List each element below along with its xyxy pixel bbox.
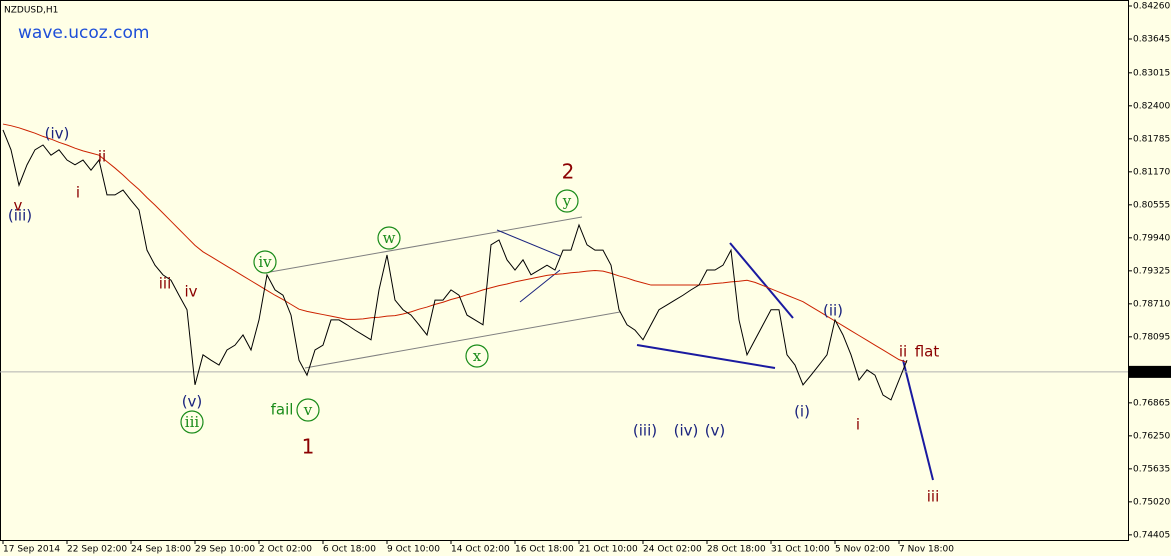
wave-label: (v) xyxy=(182,393,203,411)
wave-circle xyxy=(296,398,320,422)
wave-circle xyxy=(253,250,277,274)
x-tick-label: 24 Sep 18:00 xyxy=(131,545,191,555)
wave-label: 2 xyxy=(562,160,575,184)
wave-label: (ii) xyxy=(823,302,843,320)
wave-label: fail xyxy=(271,401,294,419)
x-tick-label: 16 Oct 18:00 xyxy=(515,545,574,555)
y-tick-label: 0.83015 xyxy=(1133,68,1170,78)
wave-label: ii xyxy=(98,148,106,166)
x-tick-label: 9 Oct 10:00 xyxy=(387,545,440,555)
y-tick-label: 0.84260 xyxy=(1133,2,1170,12)
y-tick-label: 0.80555 xyxy=(1133,200,1170,210)
projection-line xyxy=(902,359,934,481)
x-tick-label: 28 Oct 18:00 xyxy=(707,545,766,555)
current-price-box xyxy=(1129,365,1171,378)
price-line xyxy=(2,129,908,401)
y-tick-label: 0.78710 xyxy=(1133,299,1170,309)
channel xyxy=(269,216,621,369)
wave-circle xyxy=(377,226,401,250)
wave-circle xyxy=(180,410,204,434)
current-price-label: 0.77442 xyxy=(1133,367,1170,377)
y-tick-label: 0.75635 xyxy=(1133,464,1170,474)
symbol: NZDUSD,H1 xyxy=(4,6,58,16)
wave-label: iii xyxy=(159,275,172,293)
wave-label: v xyxy=(303,401,313,419)
wave-label: 1 xyxy=(302,435,315,459)
trend-line xyxy=(636,344,776,369)
wave-label: flat xyxy=(915,343,940,361)
wave-label: w xyxy=(383,229,396,247)
x-tick-label: 14 Oct 02:00 xyxy=(451,545,510,555)
y-tick-label: 0.76865 xyxy=(1133,398,1170,408)
y-tick-label: 0.78095 xyxy=(1133,332,1170,342)
moving-average xyxy=(2,123,908,363)
wave-label: v xyxy=(14,197,23,215)
y-tick-label: 0.79940 xyxy=(1133,233,1170,243)
wave-label: (iii) xyxy=(633,422,657,440)
wave-label: (i) xyxy=(794,403,810,421)
wedge xyxy=(636,242,934,481)
x-tick-label: 21 Oct 10:00 xyxy=(579,545,638,555)
x-tick-label: 2 Oct 02:00 xyxy=(259,545,312,555)
x-tick-label: 5 Nov 02:00 xyxy=(835,545,890,555)
wave-label: ii xyxy=(899,343,907,361)
y-tick-label: 0.74405 xyxy=(1133,530,1170,540)
wave-label: x xyxy=(473,347,482,365)
wave-label: iii xyxy=(927,488,940,506)
channel-upper xyxy=(269,216,583,273)
x-tick-label: 6 Oct 18:00 xyxy=(323,545,376,555)
wave-label: iv xyxy=(258,253,272,271)
x-tick-label: 29 Sep 10:00 xyxy=(195,545,255,555)
y-tick-label: 0.76250 xyxy=(1133,431,1170,441)
watermark: wave.ucoz.com xyxy=(18,23,149,43)
wave-label: (iv) xyxy=(674,422,699,440)
x-tick-label: 24 Oct 02:00 xyxy=(643,545,702,555)
wave-label: (iv) xyxy=(45,125,70,143)
wave-label: (iii) xyxy=(8,207,32,225)
x-tick-label: 7 Nov 18:00 xyxy=(899,545,954,555)
wave-label: iii xyxy=(185,413,200,431)
wave-label: (v) xyxy=(705,422,726,440)
trend-line xyxy=(496,229,561,257)
trend-line xyxy=(729,242,794,319)
wave-circle xyxy=(465,344,489,368)
y-tick-label: 0.83645 xyxy=(1133,35,1170,45)
wave-label: y xyxy=(562,192,572,210)
x-tick-label: 17 Sep 2014 xyxy=(3,545,60,555)
channel-lower xyxy=(304,311,621,369)
y-tick-label: 0.81170 xyxy=(1133,167,1170,177)
x-tick-label: 31 Oct 10:00 xyxy=(771,545,830,555)
y-tick-label: 0.81785 xyxy=(1133,134,1170,144)
wave-label: iv xyxy=(184,283,197,301)
x-tick-label: 22 Sep 02:00 xyxy=(67,545,127,555)
triangle xyxy=(496,229,561,303)
trend-line xyxy=(519,269,561,303)
wave-circle xyxy=(555,189,579,213)
wave-label: i xyxy=(76,184,80,202)
y-tick-label: 0.79325 xyxy=(1133,266,1170,276)
wave-label: i xyxy=(856,416,860,434)
y-tick-label: 0.82400 xyxy=(1133,101,1170,111)
y-tick-label: 0.75020 xyxy=(1133,497,1170,507)
